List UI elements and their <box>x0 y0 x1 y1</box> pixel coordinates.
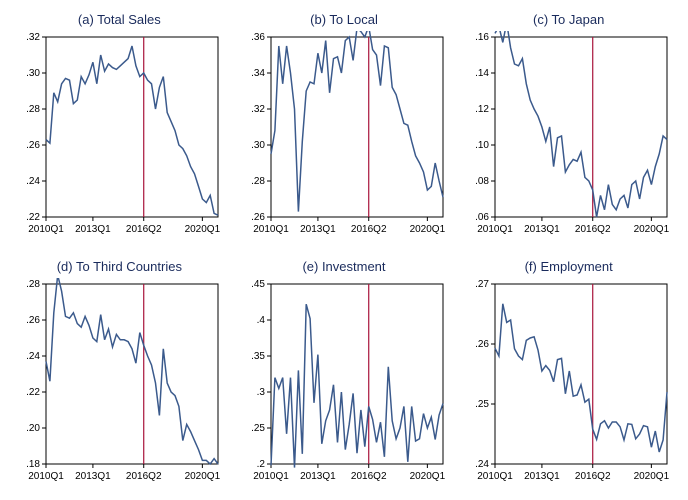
panel-title: (d) To Third Countries <box>57 259 182 274</box>
svg-text:.4: .4 <box>256 315 265 326</box>
svg-text:2013Q1: 2013Q1 <box>300 224 336 235</box>
svg-text:.30: .30 <box>251 140 265 151</box>
svg-text:.08: .08 <box>475 176 489 187</box>
panel-title: (b) To Local <box>310 12 378 27</box>
plot-area: .2 .25 .3 .35 .4 .45 2010Q1 2013Q1 2016Q2 2020Q1 <box>237 278 452 488</box>
svg-text:.24: .24 <box>26 351 40 362</box>
svg-text:.28: .28 <box>251 176 265 187</box>
svg-text:.12: .12 <box>475 104 489 115</box>
svg-text:.35: .35 <box>251 351 265 362</box>
svg-text:.36: .36 <box>251 32 265 43</box>
svg-text:.24: .24 <box>475 459 489 470</box>
svg-text:.26: .26 <box>26 140 40 151</box>
svg-text:2016Q2: 2016Q2 <box>575 471 611 482</box>
data-series <box>495 31 667 217</box>
chart-panel-d: (d) To Third Countries .18 .20 .22 .24 .26 .28… <box>12 259 227 488</box>
svg-text:.30: .30 <box>26 68 40 79</box>
plot-area: .18 .20 .22 .24 .26 .28 2010Q1 2013Q1 2016Q2 2020… <box>12 278 227 488</box>
svg-text:2013Q1: 2013Q1 <box>300 471 336 482</box>
panel-title: (e) Investment <box>302 259 385 274</box>
svg-text:.34: .34 <box>251 68 265 79</box>
svg-text:.18: .18 <box>26 459 40 470</box>
svg-text:.26: .26 <box>475 339 489 350</box>
chart-panel-f: (f) Employment .24 .25 .26 .27 2010Q1 2013Q1 20… <box>461 259 676 488</box>
svg-text:.32: .32 <box>251 104 265 115</box>
svg-text:2010Q1: 2010Q1 <box>253 224 289 235</box>
svg-text:2010Q1: 2010Q1 <box>253 471 289 482</box>
svg-text:.26: .26 <box>26 315 40 326</box>
svg-text:2010Q1: 2010Q1 <box>478 224 514 235</box>
svg-text:2010Q1: 2010Q1 <box>28 471 64 482</box>
data-series <box>495 304 667 452</box>
data-series <box>46 46 218 215</box>
svg-text:.06: .06 <box>475 212 489 223</box>
svg-text:.25: .25 <box>251 423 265 434</box>
chart-panel-b: (b) To Local .26 .28 .30 .32 .34 .36 2010Q1 2013… <box>237 12 452 241</box>
svg-text:2013Q1: 2013Q1 <box>75 224 111 235</box>
svg-text:.14: .14 <box>475 68 489 79</box>
svg-text:.10: .10 <box>475 140 489 151</box>
svg-text:2020Q1: 2020Q1 <box>409 224 445 235</box>
svg-text:.20: .20 <box>26 423 40 434</box>
svg-text:.22: .22 <box>26 212 40 223</box>
svg-text:.25: .25 <box>475 399 489 410</box>
panel-title: (c) To Japan <box>533 12 604 27</box>
svg-text:.32: .32 <box>26 32 40 43</box>
svg-text:.26: .26 <box>251 212 265 223</box>
panel-title: (a) Total Sales <box>78 12 161 27</box>
svg-text:.27: .27 <box>475 279 489 290</box>
plot-area: .22 .24 .26 .28 .30 .32 2010Q1 2013Q1 2016Q2 2020… <box>12 31 227 241</box>
svg-text:.16: .16 <box>475 32 489 43</box>
svg-text:2020Q1: 2020Q1 <box>409 471 445 482</box>
svg-text:2010Q1: 2010Q1 <box>478 471 514 482</box>
svg-text:2013Q1: 2013Q1 <box>524 224 560 235</box>
svg-text:.3: .3 <box>256 387 265 398</box>
svg-text:2016Q2: 2016Q2 <box>126 224 162 235</box>
panel-title: (f) Employment <box>525 259 613 274</box>
svg-text:2016Q2: 2016Q2 <box>575 224 611 235</box>
svg-text:.28: .28 <box>26 279 40 290</box>
svg-text:2020Q1: 2020Q1 <box>634 471 670 482</box>
svg-text:2020Q1: 2020Q1 <box>634 224 670 235</box>
svg-text:2020Q1: 2020Q1 <box>185 471 221 482</box>
svg-text:2013Q1: 2013Q1 <box>75 471 111 482</box>
svg-text:.22: .22 <box>26 387 40 398</box>
plot-area: .06 .08 .10 .12 .14 .16 2010Q1 2013Q1 2016Q2 2020… <box>461 31 676 241</box>
svg-text:.28: .28 <box>26 104 40 115</box>
chart-grid: (a) Total Sales .22 .24 .26 .28 .30 .32 2010Q1 2… <box>12 12 676 488</box>
data-series <box>271 31 443 212</box>
chart-panel-e: (e) Investment .2 .25 .3 .35 .4 .45 2010Q1 2013Q… <box>237 259 452 488</box>
svg-text:.45: .45 <box>251 279 265 290</box>
svg-text:.24: .24 <box>26 176 40 187</box>
chart-panel-c: (c) To Japan .06 .08 .10 .12 .14 .16 2010Q1 2013… <box>461 12 676 241</box>
plot-area: .26 .28 .30 .32 .34 .36 2010Q1 2013Q1 2016Q2 2020… <box>237 31 452 241</box>
svg-text:2010Q1: 2010Q1 <box>28 224 64 235</box>
svg-text:2016Q2: 2016Q2 <box>351 471 387 482</box>
svg-text:2016Q2: 2016Q2 <box>126 471 162 482</box>
chart-panel-a: (a) Total Sales .22 .24 .26 .28 .30 .32 2010Q1 2… <box>12 12 227 241</box>
data-series <box>46 278 218 464</box>
plot-area: .24 .25 .26 .27 2010Q1 2013Q1 2016Q2 2020Q1 <box>461 278 676 488</box>
svg-text:.2: .2 <box>256 459 265 470</box>
data-series <box>271 304 443 467</box>
svg-text:2016Q2: 2016Q2 <box>351 224 387 235</box>
svg-text:2013Q1: 2013Q1 <box>524 471 560 482</box>
svg-text:2020Q1: 2020Q1 <box>185 224 221 235</box>
